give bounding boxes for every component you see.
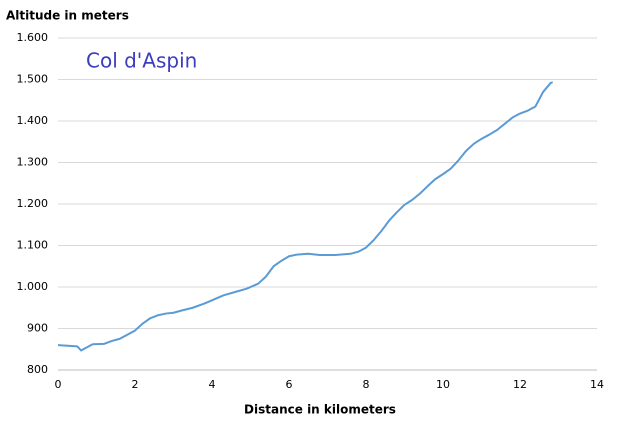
x-tick-label: 14 — [590, 378, 604, 391]
x-tick-label: 4 — [209, 378, 216, 391]
y-tick-label: 1.400 — [17, 114, 49, 127]
y-tick-label: 1.100 — [17, 239, 49, 252]
y-tick-label: 900 — [27, 322, 48, 335]
altitude-line — [57, 81, 553, 352]
y-tick-label: 1.200 — [17, 197, 49, 210]
y-tick-label: 1.500 — [17, 73, 49, 86]
x-tick-label: 10 — [436, 378, 450, 391]
y-axis-label: Altitude in meters — [6, 9, 129, 23]
x-tick-label: 8 — [363, 378, 370, 391]
x-tick-label: 0 — [55, 378, 62, 391]
y-tick-label: 1.600 — [17, 31, 49, 44]
x-tick-label: 6 — [286, 378, 293, 391]
annotation: Col d'Aspin — [86, 49, 197, 73]
x-axis-label: Distance in kilometers — [244, 403, 396, 417]
x-tick-label: 2 — [132, 378, 139, 391]
y-tick-label: 1.300 — [17, 156, 49, 169]
y-tick-label: 800 — [27, 363, 48, 376]
y-tick-label: 1.000 — [17, 280, 49, 293]
x-tick-label: 12 — [513, 378, 527, 391]
